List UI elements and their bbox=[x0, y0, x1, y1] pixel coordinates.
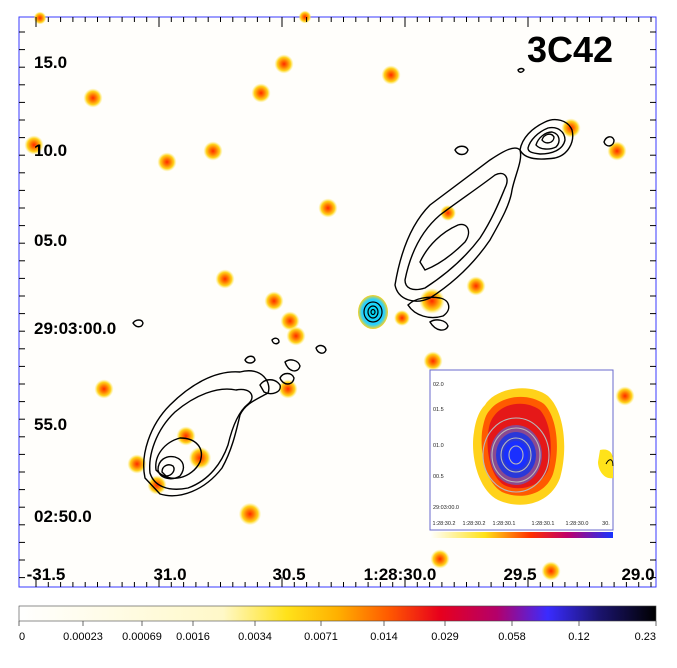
contours-north-lobe bbox=[132, 67, 615, 331]
x-tick-label: 30.5 bbox=[272, 565, 305, 584]
point-source bbox=[278, 379, 298, 399]
inset-x-labels: 1:28:30.2 1:28:30.2 1:28:30.1 1:28:30.1 1:28… bbox=[433, 521, 611, 527]
y-tick-labels: 15.0 10.0 05.0 29:03:00.0 55.0 02:50.0 bbox=[34, 53, 116, 526]
background-sources bbox=[24, 10, 635, 581]
point-source bbox=[419, 288, 445, 314]
colorbar-label: 0.00023 bbox=[63, 631, 103, 643]
point-source bbox=[127, 454, 147, 474]
x-tick-label: 1:28:30.0 bbox=[364, 565, 437, 584]
x-tick-labels: -31.5 31.0 30.5 1:28:30.0 29.5 29.0 bbox=[27, 565, 655, 584]
point-source bbox=[238, 502, 262, 526]
y-tick-label: 55.0 bbox=[34, 415, 67, 434]
point-source bbox=[615, 386, 635, 406]
point-source bbox=[318, 198, 338, 218]
inset-x-label: 1:28:30.1 bbox=[493, 521, 516, 527]
colorbar-label: 0.12 bbox=[568, 631, 589, 643]
inset-zoom: 02.001.501.000.529:03:00.0 1:28:30.2 1:28… bbox=[429, 369, 614, 538]
inset-y-label: 02.0 bbox=[433, 382, 444, 388]
colorbar-label: 0.029 bbox=[431, 631, 459, 643]
point-source bbox=[381, 65, 401, 85]
colorbar-label: 0 bbox=[19, 631, 25, 643]
inset-x-label: 30. bbox=[602, 521, 610, 527]
point-source bbox=[147, 475, 167, 495]
inset-side-source bbox=[598, 449, 613, 479]
point-source bbox=[215, 269, 235, 289]
point-source bbox=[203, 141, 223, 161]
point-source bbox=[394, 310, 410, 326]
y-tick-label: 15.0 bbox=[34, 53, 67, 72]
colorbar-label: 0.058 bbox=[498, 631, 526, 643]
inset-y-label: 29:03:00.0 bbox=[433, 505, 459, 511]
point-source bbox=[24, 135, 44, 155]
y-tick-label: 02:50.0 bbox=[34, 507, 92, 526]
colorbar-labels: 0 0.00023 0.00069 0.0016 0.0034 0.0071 0.014 0.… bbox=[19, 631, 656, 643]
colorbar-label: 0.0034 bbox=[238, 631, 272, 643]
central-core bbox=[358, 295, 388, 329]
inset-x-label: 1:28:30.2 bbox=[433, 521, 456, 527]
point-source bbox=[176, 426, 196, 446]
point-source bbox=[280, 311, 300, 331]
point-source bbox=[541, 561, 561, 581]
inset-core bbox=[504, 441, 528, 469]
inset-y-labels: 02.0 01.5 01.0 00.5 29:03:00.0 bbox=[433, 382, 459, 511]
point-source bbox=[188, 446, 212, 470]
colorbar-label: 0.00069 bbox=[122, 631, 162, 643]
point-source bbox=[274, 54, 294, 74]
x-tick-label: -31.5 bbox=[27, 565, 66, 584]
inset-side-contour bbox=[605, 459, 614, 467]
point-source bbox=[264, 291, 284, 311]
point-source bbox=[298, 10, 312, 24]
inset-x-label: 1:28:30.1 bbox=[532, 521, 555, 527]
x-tick-label: 31.0 bbox=[153, 565, 186, 584]
point-source bbox=[251, 83, 271, 103]
axis-ticks bbox=[19, 17, 656, 587]
colorbar-label: 0.23 bbox=[635, 631, 656, 643]
y-tick-label: 10.0 bbox=[34, 141, 67, 160]
x-tick-label: 29.5 bbox=[503, 565, 536, 584]
inset-y-label: 00.5 bbox=[433, 474, 444, 480]
point-source bbox=[430, 549, 450, 569]
point-source bbox=[83, 88, 103, 108]
inset-y-label: 01.0 bbox=[433, 443, 444, 449]
y-tick-label: 05.0 bbox=[34, 231, 67, 250]
inset-x-label: 1:28:30.0 bbox=[566, 521, 589, 527]
colorbar-label: 0.014 bbox=[370, 631, 398, 643]
chart-title: 3C42 bbox=[527, 29, 613, 70]
point-source bbox=[607, 141, 627, 161]
contours-south-lobe bbox=[143, 337, 327, 497]
colorbar-label: 0.0071 bbox=[304, 631, 338, 643]
inset-colorbar bbox=[430, 532, 613, 538]
point-source bbox=[440, 205, 456, 221]
point-source bbox=[466, 276, 486, 296]
point-source bbox=[286, 326, 306, 346]
y-tick-label: 29:03:00.0 bbox=[34, 319, 116, 338]
inset-x-label: 1:28:30.2 bbox=[463, 521, 486, 527]
inset-y-label: 01.5 bbox=[433, 407, 444, 413]
colorbar bbox=[18, 605, 657, 622]
colorbar-ticks bbox=[18, 621, 657, 626]
point-source bbox=[423, 351, 443, 371]
colorbar-label: 0.0016 bbox=[176, 631, 210, 643]
point-source bbox=[157, 152, 177, 172]
inset-contours bbox=[482, 417, 550, 493]
point-source bbox=[33, 11, 47, 25]
x-tick-label: 29.0 bbox=[621, 565, 654, 584]
point-source bbox=[94, 379, 114, 399]
